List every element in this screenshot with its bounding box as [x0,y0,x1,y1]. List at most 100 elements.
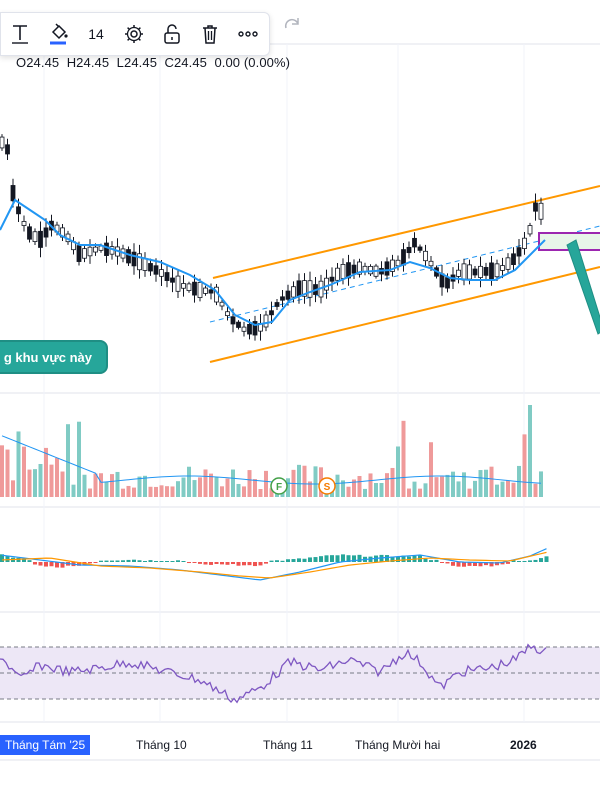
paint-bucket-button[interactable] [39,13,77,55]
annotation-callout[interactable]: g khu vực này [0,340,108,374]
macd-bar [77,562,81,566]
candle-body [340,264,346,279]
ohlc-high: H24.45 [66,55,110,70]
volume-bar [374,482,378,497]
volume-bar [0,445,4,497]
volume-bar [473,480,477,497]
volume-bar [368,473,373,497]
volume-bar [209,473,213,497]
candle-body [236,321,241,328]
gear-icon [125,25,143,43]
x-axis-label-oct: Tháng 10 [136,738,187,752]
candle-body [412,237,417,248]
volume-bar [5,449,10,497]
macd-bar [302,558,307,562]
candle-body [500,265,505,271]
redo-icon[interactable] [283,14,303,32]
macd-bar [104,560,109,562]
macd-bar [258,562,263,566]
macd-bar [357,554,362,562]
candle-body [291,286,296,298]
macd-bar [330,555,334,562]
candle-body [43,227,49,238]
macd-bar [88,562,92,564]
macd-bar [165,561,169,562]
volume-bar [236,483,241,497]
volume-bar [346,486,351,497]
volume-bar [176,481,180,497]
macd-bar [462,562,466,567]
trash-icon [203,25,217,44]
candle-body [417,246,423,251]
volume-bar [104,481,109,497]
volume-bar [247,470,252,497]
candle-body [148,263,153,272]
volume-bar [484,469,488,497]
volume-bar [27,469,32,497]
macd-bar [22,559,26,562]
more-icon [238,31,258,37]
candle-body [368,265,373,275]
volume-bar [286,478,290,497]
macd-bar [473,562,477,566]
volume-bar [390,467,395,497]
macd-bar [401,555,406,562]
text-tool-button[interactable] [1,13,39,55]
candle-body [483,267,489,276]
volume-bar [88,488,92,497]
lock-button[interactable] [153,13,191,55]
more-button[interactable] [229,13,267,55]
macd-bar [247,562,252,566]
candle-body [247,323,252,335]
settings-button[interactable] [115,13,153,55]
callout-arrow [566,239,600,335]
candle-body [38,230,43,248]
candle-body [527,225,533,235]
candle-body [82,248,87,259]
volume-bar [99,473,103,497]
candle-body [192,281,197,296]
candle-body [0,136,5,149]
candle-body [461,263,467,281]
macd-bar [121,560,125,562]
volume-bar [429,442,433,497]
volume-bar [269,488,274,497]
macd-bar [110,560,114,562]
volume-bar [451,471,455,497]
volume-bar [55,457,59,497]
macd-bar [308,557,312,562]
macd-bar [181,561,186,562]
font-size-button[interactable]: 14 [88,26,104,42]
candle-body [395,259,401,267]
ohlc-legend: O24.45 H24.45 L24.45 C24.45 0.00 (0.00%) [16,55,290,70]
macd-bar [517,561,521,562]
macd-bar [506,562,510,564]
volume-bar [115,471,120,497]
candle-body [505,257,511,270]
candle-body [219,301,225,307]
volume-bar [148,486,153,497]
macd-bar [423,558,428,562]
macd-bar [313,557,318,562]
volume-bar [302,465,307,497]
delete-button[interactable] [191,13,229,55]
candle-body [208,289,214,294]
volume-bar [77,421,81,497]
volume-bar [154,486,158,497]
macd-bar [335,555,340,562]
x-axis-label-nov: Tháng 11 [263,738,313,752]
channel-lower-line[interactable] [209,266,600,363]
candle-body [324,277,329,291]
volume-bar [445,474,450,497]
marker-s[interactable]: S [318,477,336,495]
volume-bar [363,488,367,497]
macd-bar [148,560,153,562]
volume-bar [385,473,389,497]
macd-bar [49,562,54,567]
volume-bar [203,469,208,497]
marker-f[interactable]: F [270,477,288,495]
candle-body [131,251,137,267]
macd-bar [27,560,32,562]
candle-body [263,314,269,328]
